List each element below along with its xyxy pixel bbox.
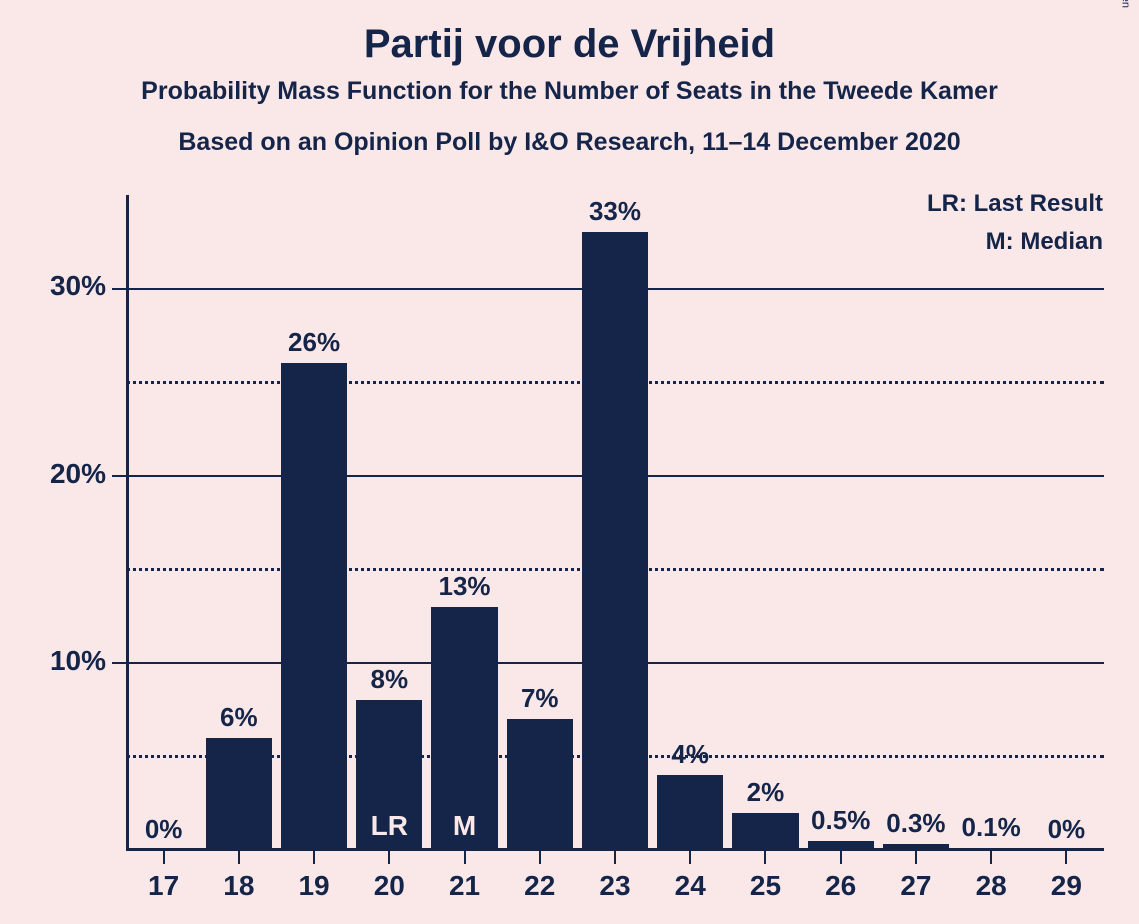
bar [732, 813, 798, 850]
legend-lr: LR: Last Result [927, 190, 1103, 218]
x-tick-mark [464, 850, 466, 864]
legend-m: M: Median [986, 228, 1103, 256]
bar-value-label: 4% [645, 739, 735, 770]
x-tick-mark [915, 850, 917, 864]
x-tick-mark [1065, 850, 1067, 864]
y-tick-label: 20% [16, 458, 106, 490]
x-tick-label: 20 [352, 870, 427, 902]
bar [808, 841, 874, 850]
chart-title: Partij voor de Vrijheid [0, 22, 1139, 67]
x-tick-label: 28 [954, 870, 1029, 902]
bar [507, 719, 573, 850]
bar [582, 232, 648, 850]
bar-value-label: 13% [419, 571, 509, 602]
plot-area: 10%20%30%0%176%1826%198%LR2013%M217%2233… [126, 195, 1104, 850]
x-tick-label: 17 [126, 870, 201, 902]
x-tick-mark [539, 850, 541, 864]
x-tick-mark [990, 850, 992, 864]
x-tick-label: 26 [803, 870, 878, 902]
x-tick-mark [614, 850, 616, 864]
bar-value-label: 7% [495, 683, 585, 714]
x-tick-label: 27 [878, 870, 953, 902]
bar [281, 363, 347, 850]
bar-value-label: 2% [720, 777, 810, 808]
x-tick-mark [388, 850, 390, 864]
x-tick-mark [840, 850, 842, 864]
bar-value-label: 26% [269, 327, 359, 358]
x-tick-label: 29 [1029, 870, 1104, 902]
y-tick-mark [112, 288, 126, 290]
y-tick-label: 10% [16, 645, 106, 677]
bar-value-label: 0% [118, 814, 208, 845]
x-tick-label: 21 [427, 870, 502, 902]
bar-value-label: 8% [344, 664, 434, 695]
x-tick-mark [689, 850, 691, 864]
x-tick-label: 23 [577, 870, 652, 902]
x-tick-mark [163, 850, 165, 864]
bar-value-label: 6% [194, 702, 284, 733]
bar-value-label: 0% [1021, 814, 1111, 845]
y-tick-mark [112, 475, 126, 477]
chart-subtitle-2: Based on an Opinion Poll by I&O Research… [0, 128, 1139, 157]
y-tick-label: 30% [16, 270, 106, 302]
bar [206, 738, 272, 850]
bar-value-label: 33% [570, 196, 660, 227]
x-tick-mark [238, 850, 240, 864]
x-tick-label: 24 [653, 870, 728, 902]
chart-subtitle-1: Probability Mass Function for the Number… [0, 77, 1139, 106]
x-tick-label: 18 [201, 870, 276, 902]
x-tick-label: 19 [276, 870, 351, 902]
bar [657, 775, 723, 850]
bar-marker: M [431, 810, 497, 842]
x-tick-label: 25 [728, 870, 803, 902]
bar-marker: LR [356, 810, 422, 842]
credit-text: © 2020 Filip van Laenen [1119, 0, 1131, 8]
x-tick-label: 22 [502, 870, 577, 902]
x-tick-mark [313, 850, 315, 864]
y-tick-mark [112, 662, 126, 664]
x-tick-mark [764, 850, 766, 864]
y-axis-line [126, 195, 129, 850]
